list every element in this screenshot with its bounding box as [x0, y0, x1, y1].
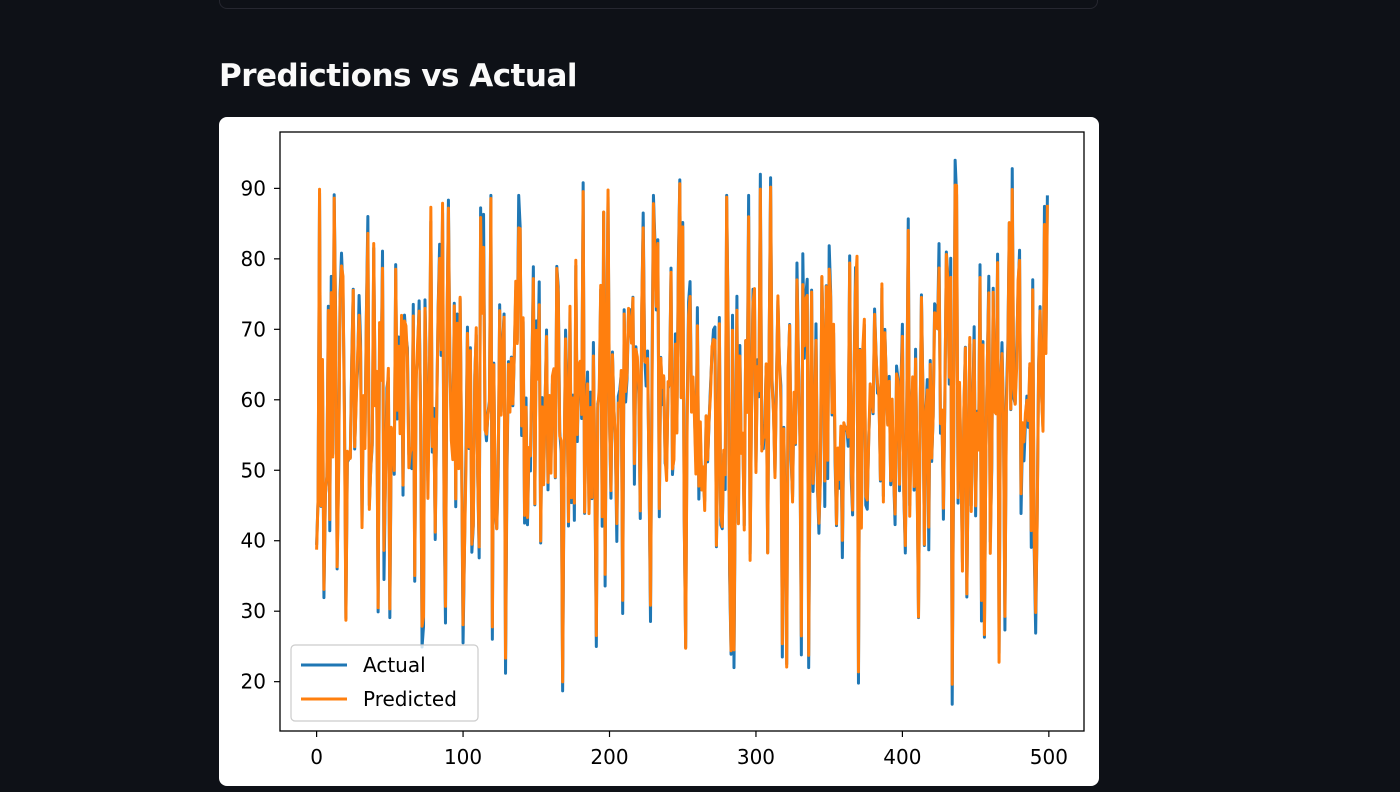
y-tick-label: 90 [241, 176, 266, 200]
predictions-vs-actual-chart: 0 100 200 300 400 500 20 30 40 50 60 70 80 90 Actual Pr… [241, 131, 1085, 769]
y-tick-label: 70 [241, 317, 266, 341]
legend-label-actual: Actual [363, 653, 426, 677]
y-tick-label: 60 [241, 388, 266, 412]
x-tick-label: 100 [444, 745, 482, 769]
y-tick-label: 50 [241, 458, 266, 482]
y-tick-label: 80 [241, 247, 266, 271]
legend-label-predicted: Predicted [363, 687, 457, 711]
section-title: Predictions vs Actual [219, 58, 578, 94]
x-tick-label: 200 [590, 745, 628, 769]
x-tick-label: 400 [883, 745, 921, 769]
plot-frame [279, 131, 1085, 732]
y-tick-label: 20 [241, 670, 266, 694]
x-tick-label: 300 [737, 745, 775, 769]
legend: Actual Predicted [290, 644, 479, 722]
series-line-predicted [315, 182, 1049, 686]
x-tick-label: 500 [1030, 745, 1068, 769]
y-tick-label: 40 [241, 529, 266, 553]
previous-section-container [219, 0, 1098, 9]
x-tick-label: 0 [310, 745, 323, 769]
chart-card: 0 100 200 300 400 500 20 30 40 50 60 70 80 90 Actual Pr… [219, 117, 1099, 786]
y-tick-label: 30 [241, 599, 266, 623]
